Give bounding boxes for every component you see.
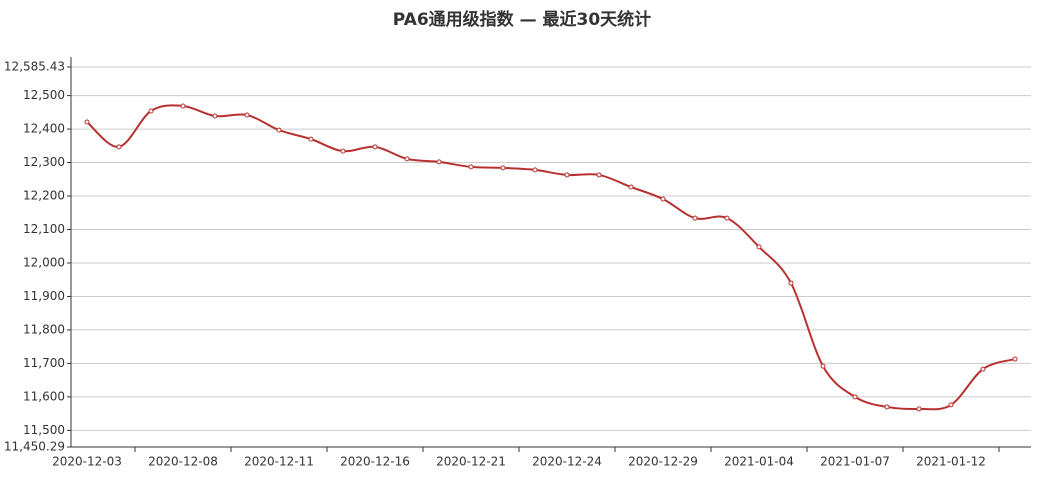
y-tick-label: 12,585.43 [4, 60, 65, 74]
point [980, 366, 986, 372]
y-tick-label: 12,500 [23, 88, 65, 102]
point [1012, 356, 1018, 362]
point [948, 402, 954, 408]
x-tick-label: 2020-12-24 [532, 455, 602, 469]
point [852, 394, 858, 400]
point [500, 165, 506, 171]
y-tick-label: 11,700 [23, 356, 65, 370]
point [692, 215, 698, 221]
x-tick-label: 2021-01-04 [724, 455, 794, 469]
point [628, 184, 634, 190]
point [884, 404, 890, 410]
point [756, 244, 762, 250]
x-tick-label: 2020-12-08 [148, 455, 218, 469]
point [340, 148, 346, 154]
point [116, 144, 122, 150]
x-tick-label: 2021-01-07 [820, 455, 890, 469]
point [916, 406, 922, 412]
x-tick-label: 2020-12-16 [340, 455, 410, 469]
point [788, 280, 794, 286]
x-tick-label: 2021-01-12 [916, 455, 986, 469]
chart-title: PA6通用级指数 — 最近30天统计 [393, 9, 651, 30]
point [660, 196, 666, 202]
y-tick-label: 12,200 [23, 189, 65, 203]
point [596, 172, 602, 178]
y-tick-label: 12,300 [23, 155, 65, 169]
point [724, 215, 730, 221]
point [436, 159, 442, 165]
point [532, 167, 538, 173]
point [404, 156, 410, 162]
x-tick-label: 2020-12-11 [244, 455, 314, 469]
point [148, 108, 154, 114]
x-tick-label: 2020-12-29 [628, 455, 698, 469]
point [276, 127, 282, 133]
y-tick-label: 12,000 [23, 255, 65, 269]
point [308, 136, 314, 142]
y-tick-label: 11,500 [23, 423, 65, 437]
point [244, 112, 250, 118]
y-tick-label: 12,100 [23, 222, 65, 236]
y-tick-label: 11,600 [23, 389, 65, 403]
point [212, 113, 218, 119]
y-tick-label: 12,400 [23, 122, 65, 136]
point [372, 144, 378, 150]
x-tick-label: 2020-12-03 [52, 455, 122, 469]
y-tick-label: 11,450.29 [4, 440, 65, 454]
point [468, 164, 474, 170]
point [84, 119, 90, 125]
point [820, 363, 826, 369]
y-tick-label: 11,800 [23, 322, 65, 336]
point [564, 172, 570, 178]
point [180, 103, 186, 109]
x-tick-label: 2020-12-21 [436, 455, 506, 469]
y-tick-label: 11,900 [23, 289, 65, 303]
